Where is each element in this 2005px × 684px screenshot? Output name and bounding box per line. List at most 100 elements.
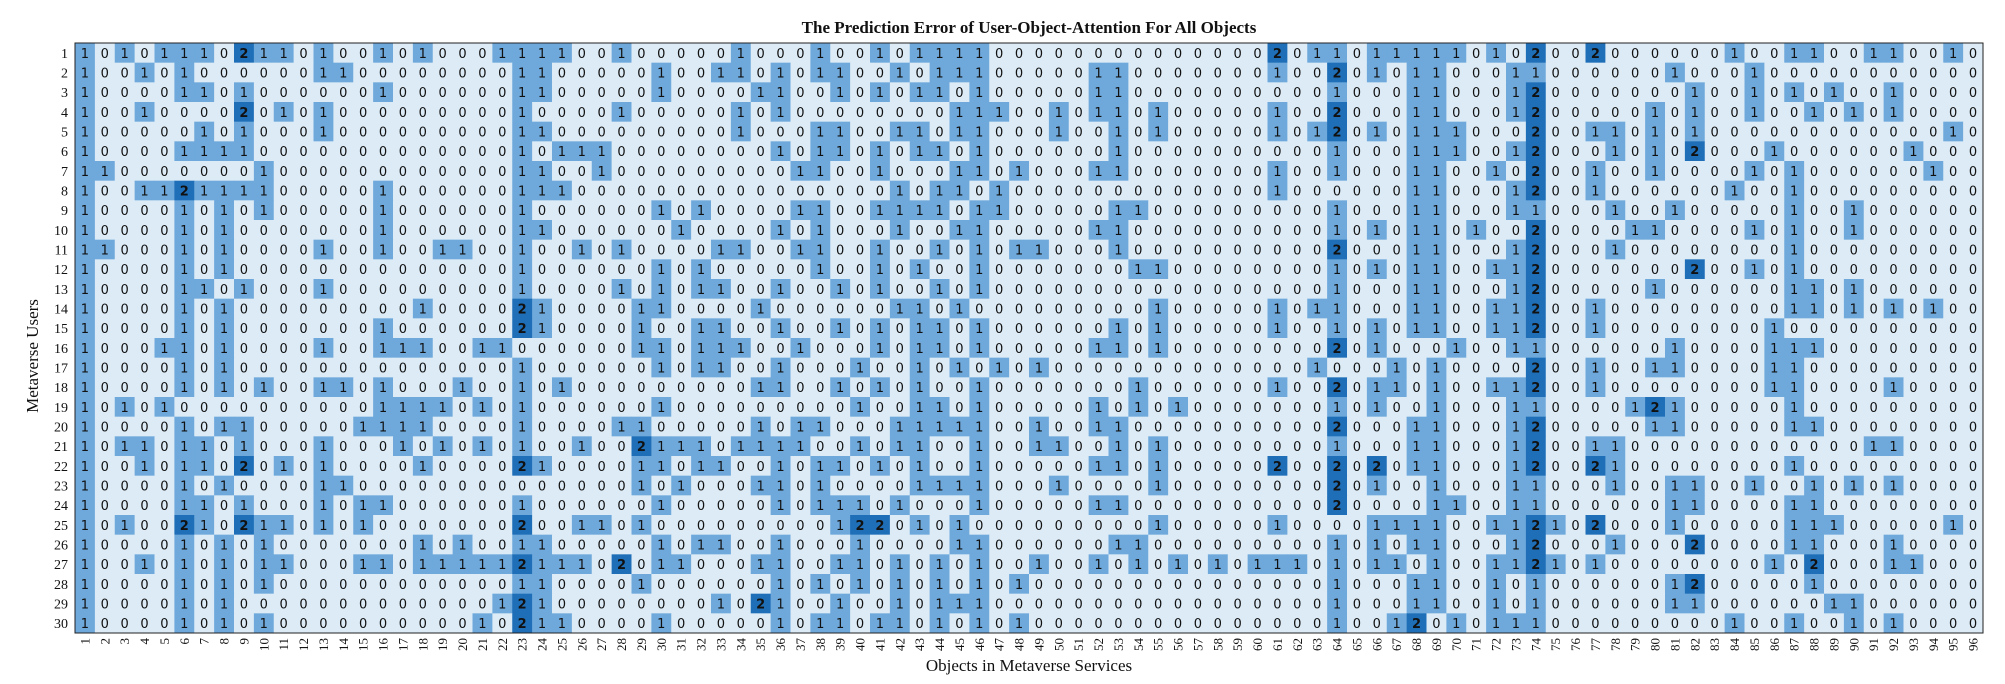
- cell-value-label: 0: [1870, 421, 1878, 436]
- cell-value-label: 1: [319, 126, 327, 141]
- cell-value-label: 0: [160, 322, 168, 337]
- cell-value-label: 0: [1691, 440, 1699, 455]
- cell-value-label: 2: [1333, 381, 1342, 396]
- cell-value-label: 0: [458, 440, 466, 455]
- heatmap-cell: [1188, 43, 1209, 64]
- cell-value-label: 0: [339, 106, 347, 121]
- cell-value-label: 1: [935, 401, 943, 416]
- cell-value-label: 0: [1293, 204, 1301, 219]
- cell-value-label: 1: [1313, 362, 1321, 377]
- heatmap-cell: [1108, 43, 1129, 64]
- cell-value-label: 0: [339, 204, 347, 219]
- cell-value-label: 0: [1214, 303, 1222, 318]
- cell-value-label: 0: [101, 145, 109, 160]
- cell-value-label: 0: [140, 342, 148, 357]
- cell-value-label: 1: [419, 47, 427, 62]
- cell-value-label: 0: [1094, 440, 1102, 455]
- cell-value-label: 1: [935, 244, 943, 259]
- cell-value-label: 1: [1432, 204, 1440, 219]
- cell-value-label: 0: [1273, 362, 1281, 377]
- cell-value-label: 1: [538, 460, 546, 475]
- cell-value-label: 1: [1273, 106, 1281, 121]
- cell-value-label: 0: [200, 303, 208, 318]
- cell-value-label: 1: [1154, 126, 1162, 141]
- cell-value-label: 1: [1512, 342, 1520, 357]
- cell-value-label: 1: [81, 47, 89, 62]
- cell-value-label: 0: [876, 480, 884, 495]
- cell-value-label: 0: [1472, 283, 1480, 298]
- cell-value-label: 0: [1691, 322, 1699, 337]
- cell-value-label: 0: [498, 519, 506, 534]
- cell-value-label: 1: [220, 342, 228, 357]
- cell-value-label: 0: [1671, 244, 1679, 259]
- cell-value-label: 0: [1293, 519, 1301, 534]
- cell-value-label: 0: [1671, 381, 1679, 396]
- cell-value-label: 0: [339, 185, 347, 200]
- cell-value-label: 0: [101, 224, 109, 239]
- cell-value-label: 2: [239, 519, 248, 534]
- cell-value-label: 0: [359, 401, 367, 416]
- heatmap-cell: [830, 82, 851, 103]
- cell-value-label: 0: [478, 499, 486, 514]
- cell-value-label: 0: [1889, 342, 1897, 357]
- cell-value-label: 0: [260, 480, 268, 495]
- cell-value-label: 0: [578, 342, 586, 357]
- cell-value-label: 1: [1532, 67, 1540, 82]
- cell-value-label: 1: [1432, 224, 1440, 239]
- cell-value-label: 0: [1929, 362, 1937, 377]
- cell-value-label: 0: [1552, 244, 1560, 259]
- cell-value-label: 2: [1333, 67, 1342, 82]
- cell-value-label: 0: [737, 165, 745, 180]
- cell-value-label: 0: [1651, 263, 1659, 278]
- cell-value-label: 0: [1870, 165, 1878, 180]
- cell-value-label: 1: [1611, 440, 1619, 455]
- cell-value-label: 1: [776, 440, 784, 455]
- cell-value-label: 0: [299, 126, 307, 141]
- cell-value-label: 0: [180, 126, 188, 141]
- cell-value-label: 0: [1850, 244, 1858, 259]
- cell-value-label: 0: [280, 322, 288, 337]
- cell-value-label: 0: [200, 204, 208, 219]
- cell-value-label: 1: [220, 303, 228, 318]
- cell-value-label: 1: [1790, 519, 1798, 534]
- cell-value-label: 1: [1273, 303, 1281, 318]
- cell-value-label: 1: [1810, 539, 1818, 554]
- cell-value-label: 1: [200, 47, 208, 62]
- cell-value-label: 0: [677, 263, 685, 278]
- cell-value-label: 1: [1810, 303, 1818, 318]
- cell-value-label: 1: [796, 342, 804, 357]
- cell-value-label: 0: [1611, 499, 1619, 514]
- heatmap-cell: [1207, 82, 1229, 103]
- cell-value-label: 1: [1432, 67, 1440, 82]
- cell-value-label: 1: [1810, 106, 1818, 121]
- cell-value-label: 1: [1790, 165, 1798, 180]
- cell-value-label: 1: [1432, 539, 1440, 554]
- cell-value-label: 0: [280, 244, 288, 259]
- cell-value-label: 1: [1114, 421, 1122, 436]
- heatmap-cell: [1684, 62, 1706, 83]
- cell-value-label: 0: [1969, 539, 1977, 554]
- cell-value-label: 0: [1214, 224, 1222, 239]
- cell-value-label: 0: [578, 283, 586, 298]
- cell-value-label: 0: [1134, 126, 1142, 141]
- cell-value-label: 1: [1790, 224, 1798, 239]
- heatmap-cell: [1804, 62, 1825, 83]
- cell-value-label: 0: [1969, 401, 1977, 416]
- cell-value-label: 0: [1711, 47, 1719, 62]
- cell-value-label: 0: [796, 145, 804, 160]
- cell-value-label: 0: [299, 499, 307, 514]
- cell-value-label: 1: [1651, 283, 1659, 298]
- cell-value-label: 0: [299, 303, 307, 318]
- cell-value-label: 0: [439, 86, 447, 101]
- cell-value-label: 0: [1870, 381, 1878, 396]
- cell-value-label: 1: [1611, 204, 1619, 219]
- heatmap-cell: [1645, 43, 1666, 64]
- cell-value-label: 0: [458, 283, 466, 298]
- cell-value-label: 0: [1253, 421, 1261, 436]
- cell-value-label: 1: [220, 421, 228, 436]
- cell-value-label: 0: [1552, 421, 1560, 436]
- cell-value-label: 0: [1591, 145, 1599, 160]
- cell-value-label: 1: [876, 263, 884, 278]
- cell-value-label: 0: [1452, 539, 1460, 554]
- cell-value-label: 0: [757, 263, 765, 278]
